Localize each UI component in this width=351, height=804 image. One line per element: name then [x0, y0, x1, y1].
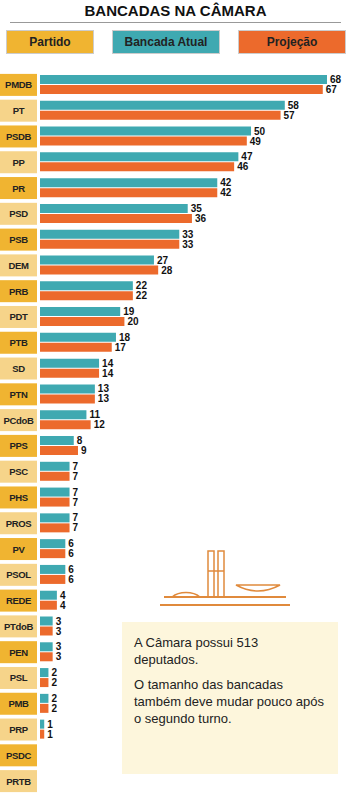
svg-text:13: 13	[98, 393, 110, 404]
svg-text:PR: PR	[12, 183, 25, 194]
svg-text:2: 2	[51, 703, 57, 714]
svg-text:PSOL: PSOL	[6, 569, 31, 580]
svg-text:27: 27	[157, 254, 169, 266]
svg-text:22: 22	[136, 290, 148, 301]
svg-text:7: 7	[72, 486, 79, 498]
svg-text:2: 2	[51, 677, 57, 688]
svg-text:PSC: PSC	[9, 466, 28, 477]
svg-text:13: 13	[97, 383, 109, 395]
svg-text:PV: PV	[12, 544, 25, 555]
svg-text:68: 68	[330, 74, 342, 86]
svg-text:REDE: REDE	[6, 595, 31, 606]
svg-text:6: 6	[68, 564, 74, 575]
svg-text:7: 7	[73, 471, 79, 482]
svg-text:14: 14	[102, 368, 114, 379]
svg-text:8: 8	[76, 435, 83, 446]
svg-text:17: 17	[115, 342, 127, 353]
svg-text:6: 6	[68, 538, 74, 550]
svg-text:33: 33	[182, 239, 194, 250]
svg-text:33: 33	[182, 228, 194, 240]
html-text:BANCADAS NA CÂMARA: BANCADAS NA CÂMARA	[84, 2, 267, 19]
svg-text:3: 3	[56, 626, 62, 637]
svg-text:7: 7	[72, 512, 79, 524]
html-text:A Câmara possui 513 deputados.: A Câmara possui 513 deputados.	[134, 635, 259, 667]
html-text:Projeção: Projeção	[266, 35, 318, 49]
svg-text:SD: SD	[12, 363, 25, 374]
svg-text:PCdoB: PCdoB	[3, 415, 34, 426]
svg-text:4: 4	[60, 600, 66, 611]
svg-text:PPS: PPS	[9, 440, 27, 451]
svg-text:PT: PT	[13, 105, 25, 116]
svg-text:42: 42	[220, 187, 232, 198]
svg-text:67: 67	[326, 84, 338, 95]
svg-text:PROS: PROS	[6, 518, 32, 529]
svg-text:PP: PP	[12, 157, 25, 168]
html-text:Bancada Atual: Bancada Atual	[124, 35, 208, 49]
svg-text:PDT: PDT	[9, 311, 28, 322]
svg-text:7: 7	[73, 497, 79, 508]
svg-text:PRP: PRP	[9, 724, 29, 735]
svg-text:2: 2	[51, 692, 57, 704]
svg-text:3: 3	[55, 641, 62, 653]
svg-text:20: 20	[127, 316, 139, 327]
svg-text:7: 7	[72, 460, 79, 472]
svg-text:11: 11	[89, 409, 100, 421]
svg-text:9: 9	[81, 445, 87, 456]
svg-text:36: 36	[195, 213, 207, 224]
svg-text:PRB: PRB	[9, 286, 29, 297]
html-text:O tamanho das bancadas também: O tamanho das bancadas também deve mudar…	[134, 677, 325, 726]
svg-text:2: 2	[51, 667, 57, 679]
svg-text:PSDB: PSDB	[6, 131, 32, 142]
svg-text:6: 6	[68, 548, 74, 559]
svg-text:DEM: DEM	[8, 260, 29, 271]
svg-text:35: 35	[190, 203, 202, 214]
svg-text:18: 18	[119, 331, 131, 343]
html-text:Partido: Partido	[29, 35, 71, 49]
svg-text:50: 50	[254, 125, 266, 137]
svg-text:3: 3	[55, 615, 62, 627]
svg-text:46: 46	[237, 161, 249, 172]
svg-text:7: 7	[73, 522, 79, 533]
svg-text:58: 58	[287, 99, 299, 111]
svg-text:PTdoB: PTdoB	[4, 621, 34, 632]
svg-text:1: 1	[47, 718, 53, 730]
svg-text:12: 12	[94, 419, 106, 430]
svg-text:PRTB: PRTB	[6, 776, 31, 787]
svg-text:PMB: PMB	[8, 698, 29, 709]
svg-text:28: 28	[161, 265, 173, 276]
svg-text:22: 22	[135, 280, 147, 292]
svg-text:PHS: PHS	[9, 492, 28, 503]
svg-text:19: 19	[123, 306, 135, 318]
svg-text:PSDC: PSDC	[6, 750, 32, 761]
svg-text:PTB: PTB	[9, 337, 28, 348]
svg-text:PSB: PSB	[9, 234, 28, 245]
svg-text:PSD: PSD	[9, 208, 28, 219]
svg-text:PSL: PSL	[10, 672, 28, 683]
svg-text:PEN: PEN	[9, 647, 28, 658]
svg-text:3: 3	[56, 651, 62, 662]
svg-text:14: 14	[102, 357, 114, 369]
svg-text:1: 1	[47, 729, 53, 740]
svg-text:49: 49	[250, 136, 262, 147]
svg-text:PMDB: PMDB	[5, 79, 32, 90]
svg-text:6: 6	[68, 574, 74, 585]
svg-text:PTN: PTN	[9, 389, 28, 400]
svg-text:47: 47	[241, 151, 253, 163]
svg-text:4: 4	[59, 589, 66, 601]
svg-text:57: 57	[284, 110, 296, 121]
svg-text:42: 42	[220, 177, 232, 189]
